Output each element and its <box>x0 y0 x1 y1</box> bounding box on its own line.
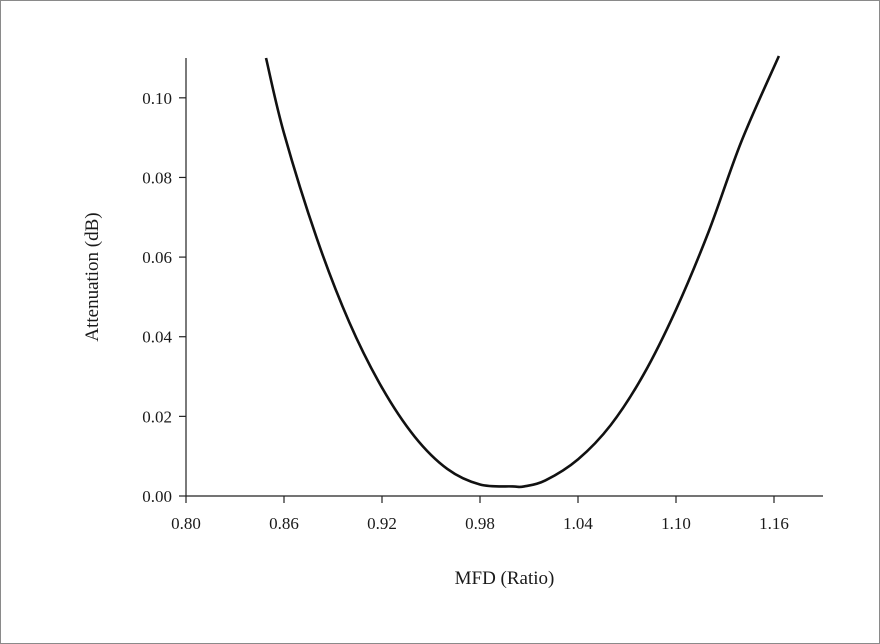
series-layer <box>264 55 781 489</box>
y-tick-label: 0.06 <box>142 248 172 267</box>
y-tick-label: 0.04 <box>142 328 172 347</box>
y-tick-label: 0.08 <box>142 168 172 187</box>
y-tick-label: 0.00 <box>142 487 172 506</box>
x-tick-label: 0.80 <box>171 514 201 533</box>
y-tick-label: 0.02 <box>142 407 172 426</box>
x-tick-label: 1.10 <box>661 514 691 533</box>
x-tick-label: 1.16 <box>759 514 789 533</box>
ticks: 0.80 0.86 0.92 0.98 1.04 1.10 1.16 0.00 0.02 0.04… <box>142 89 789 533</box>
x-tick-label: 0.92 <box>367 514 397 533</box>
y-axis-label: Attenuation (dB) <box>82 212 103 341</box>
x-tick-label: 0.86 <box>269 514 299 533</box>
series-line-attenuation <box>264 55 781 489</box>
x-tick-label: 1.04 <box>563 514 593 533</box>
y-tick-label: 0.10 <box>142 89 172 108</box>
axes <box>185 58 823 497</box>
x-axis-label: MFD (Ratio) <box>455 568 555 589</box>
x-tick-label: 0.98 <box>465 514 495 533</box>
